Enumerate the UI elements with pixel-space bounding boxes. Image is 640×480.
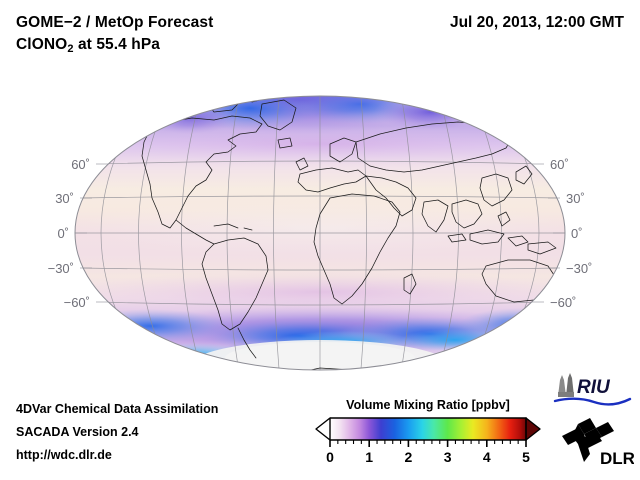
dlr-logo: DLR [556,414,635,474]
lat-label-right-60: 60˚ [550,157,569,172]
colorbar-tick-label-3: 3 [444,449,452,465]
riu-wave-icon [553,397,632,406]
footer-version-label: SACADA Version 2.4 [16,425,139,439]
footer-text-block: 4DVar Chemical Data Assimilation SACADA … [16,398,218,467]
page-title: GOME−2 / MetOp Forecast [16,14,214,31]
lat-label-left-30: 30˚ [55,191,74,206]
colorbar-tick-label-4: 4 [483,449,491,465]
lat-label-right-30: 30˚ [566,191,585,206]
species-subscript: 2 [67,43,74,56]
footer-url-link[interactable]: http://wdc.dlr.de [16,448,112,462]
footer-method-label: 4DVar Chemical Data Assimilation [16,402,219,416]
colorbar-swatch [315,417,541,441]
timestamp-label: Jul 20, 2013, 12:00 GMT [449,14,624,31]
latitude-labels: 60˚ 30˚ 0˚ −30˚ −60˚ 60˚ 30˚ 0˚ −30˚ −60… [48,157,593,310]
colorbar-ticks [329,440,527,447]
lat-label-right-m60: −60˚ [550,295,576,310]
graticule [75,96,565,370]
dlr-mark-icon [562,418,614,462]
map-svg: 60˚ 30˚ 0˚ −30˚ −60˚ 60˚ 30˚ 0˚ −30˚ −60… [48,95,593,371]
world-map: 60˚ 30˚ 0˚ −30˚ −60˚ 60˚ 30˚ 0˚ −30˚ −60… [0,78,640,378]
species-subtitle: ClONO2 at 55.4 hPa [16,34,436,60]
species-level: at 55.4 hPa [73,36,161,53]
colorbar-tick-label-2: 2 [405,449,413,465]
colorbar-tick-label-1: 1 [365,449,373,465]
riu-logo: RIU [550,372,632,408]
lat-label-right-m30: −30˚ [566,261,592,276]
concentration-field [75,96,565,370]
title-block: GOME−2 / MetOp Forecast ClONO2 at 55.4 h… [16,12,436,60]
colorbar-title: Volume Mixing Ratio [ppbv] [346,398,510,412]
lat-label-left-60: 60˚ [71,157,90,172]
lat-label-left-m60: −60˚ [64,295,90,310]
species-name: ClONO [16,36,68,53]
riu-tower-icon [558,373,574,397]
colorbar-svg: 0 1 2 3 4 5 [315,417,541,465]
lat-label-left-m30: −30˚ [48,261,74,276]
riu-wordmark: RIU [577,377,611,398]
colorbar: Volume Mixing Ratio [ppbv] 0 1 2 3 4 5 [312,396,544,470]
colorbar-tick-labels: 0 1 2 3 4 5 [326,449,530,465]
lat-label-right-0: 0˚ [571,226,583,241]
colorbar-tick-label-5: 5 [522,449,530,465]
dlr-wordmark: DLR [600,449,634,468]
lat-label-left-0: 0˚ [57,226,69,241]
colorbar-tick-label-0: 0 [326,449,334,465]
